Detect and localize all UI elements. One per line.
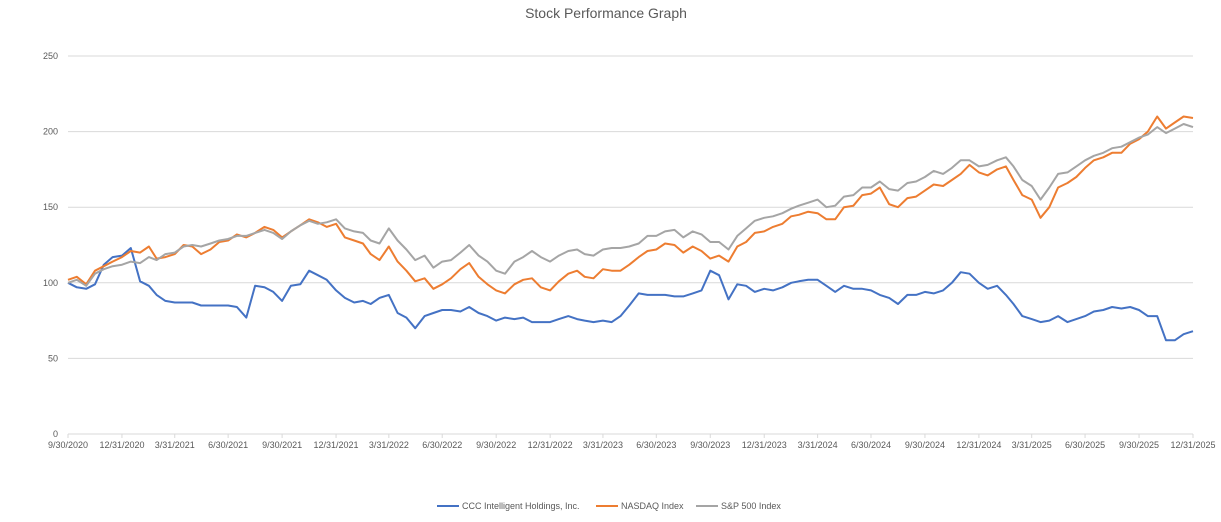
legend-label-0: CCC Intelligent Holdings, Inc.: [462, 501, 580, 511]
x-tick-label: 9/30/2024: [905, 440, 945, 450]
y-tick-label: 250: [43, 51, 58, 61]
x-tick-label: 6/30/2025: [1065, 440, 1105, 450]
x-tick-label: 12/31/2022: [528, 440, 573, 450]
x-tick-label: 9/30/2023: [690, 440, 730, 450]
y-axis-tick-labels: 0 50 100 150 200 250: [43, 51, 58, 439]
x-tick-label: 3/31/2025: [1012, 440, 1052, 450]
y-tick-label: 150: [43, 202, 58, 212]
y-tick-label: 100: [43, 278, 58, 288]
legend-label-2: S&P 500 Index: [721, 501, 781, 511]
series-line-1: [67, 115, 1194, 295]
x-tick-label: 12/31/2020: [99, 440, 144, 450]
x-tick-label: 6/30/2021: [208, 440, 248, 450]
legend-label-1: NASDAQ Index: [621, 501, 684, 511]
x-tick-label: 3/31/2021: [155, 440, 195, 450]
series-line-2: [67, 123, 1194, 287]
x-tick-label: 9/30/2022: [476, 440, 516, 450]
x-tick-label: 6/30/2023: [636, 440, 676, 450]
x-tick-label: 9/30/2025: [1119, 440, 1159, 450]
x-tick-label: 6/30/2024: [851, 440, 891, 450]
y-tick-label: 200: [43, 127, 58, 137]
x-tick-label: 12/31/2021: [314, 440, 359, 450]
chart-title: Stock Performance Graph: [525, 5, 687, 21]
x-tick-label: 12/31/2023: [742, 440, 787, 450]
legend: CCC Intelligent Holdings, Inc. NASDAQ Ind…: [437, 501, 781, 511]
x-tick-label: 6/30/2022: [422, 440, 462, 450]
series-line-0: [67, 247, 1194, 342]
x-axis-tick-labels: 9/30/2020 12/31/2020 3/31/2021 6/30/2021 9/3…: [48, 434, 1216, 450]
series-lines: [67, 115, 1194, 342]
gridlines: [68, 55, 1193, 435]
x-tick-label: 12/31/2024: [956, 440, 1001, 450]
x-tick-label: 9/30/2021: [262, 440, 302, 450]
x-tick-label: 3/31/2022: [369, 440, 409, 450]
x-tick-label: 9/30/2020: [48, 440, 88, 450]
x-tick-label: 12/31/2025: [1170, 440, 1215, 450]
x-tick-label: 3/31/2024: [798, 440, 838, 450]
x-tick-label: 3/31/2023: [583, 440, 623, 450]
y-tick-label: 50: [48, 353, 58, 363]
y-tick-label: 0: [53, 429, 58, 439]
